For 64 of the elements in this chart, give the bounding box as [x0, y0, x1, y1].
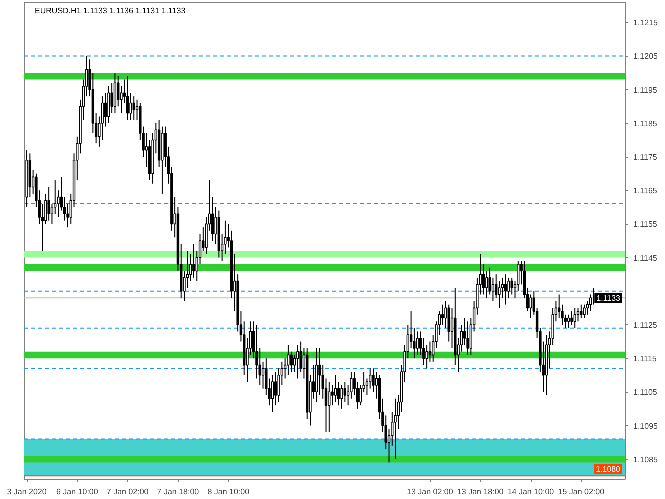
candlestick [570, 311, 574, 326]
candlestick [318, 348, 322, 396]
text: EURUSD.H1 1.1133 1.1136 1.1131 1.1133 [35, 6, 186, 16]
candlestick [394, 398, 397, 460]
y-tick-label: 1.1095 [634, 422, 659, 431]
candlestick [510, 277, 514, 296]
ref-line-label: 1.1133 [596, 294, 622, 304]
y-tick-label: 1.1085 [634, 455, 659, 464]
candlestick [428, 341, 432, 362]
candlestick [110, 82, 114, 114]
x-tick-label: 6 Jan 10:00 [56, 488, 99, 496]
y-tick-label: 1.1125 [634, 320, 658, 330]
candlestick [444, 300, 448, 329]
candlestick [192, 244, 196, 278]
candlestick [328, 382, 331, 433]
y-tick-label: 1.1195 [634, 86, 658, 95]
candlestick [504, 274, 508, 306]
candlestick [287, 344, 290, 376]
candlestick [530, 294, 532, 319]
candlestick [466, 321, 470, 356]
candlestick [492, 277, 495, 302]
y-tick-label: 1.1205 [634, 52, 659, 62]
candlestick [271, 374, 274, 413]
candlestick [296, 344, 300, 380]
x-tick-label: 15 Jan 02:00 [558, 488, 606, 496]
y-tick-label: 1.1165 [634, 186, 658, 196]
y-tick-label: 1.1145 [634, 254, 658, 263]
y-tick-label: 1.1175 [634, 153, 658, 162]
x-tick-label: 13 Jan 02:00 [407, 488, 454, 496]
y-tick-label: 1.1115 [634, 354, 658, 364]
x-tick-label: 7 Jan 18:00 [157, 488, 200, 496]
candlestick [262, 361, 265, 390]
candlestick [290, 351, 293, 373]
candlestick [132, 96, 136, 121]
candlestick [580, 304, 583, 319]
candlestick [426, 344, 428, 370]
ref-line-label: 1.1080 [596, 465, 622, 474]
candlestick [574, 308, 576, 329]
x-tick-label: 8 Jan 10:00 [208, 488, 250, 496]
candlestick [48, 186, 50, 222]
candlestick [498, 280, 501, 309]
candlestick [416, 331, 419, 356]
y-tick-label: 1.1215 [634, 18, 659, 28]
y-tick-label: 1.1155 [634, 220, 658, 230]
candlestick [130, 92, 132, 121]
candlestick [567, 314, 570, 329]
x-tick-label: 13 Jan 18:00 [457, 488, 504, 496]
candlestick [108, 86, 110, 124]
candlestick [114, 72, 117, 114]
x-tick-label: 14 Jan 10:00 [508, 488, 555, 496]
x-tick-label: 3 Jan 2020 [7, 488, 48, 496]
candlestick [274, 372, 278, 406]
candlestick [334, 374, 338, 403]
candlestick [583, 304, 586, 319]
candlestick [441, 304, 444, 326]
candlestick [331, 384, 334, 406]
candlestick [126, 76, 130, 121]
candlestick [486, 270, 488, 299]
candlestick [340, 384, 344, 410]
candlestick [104, 92, 108, 128]
y-tick-label: 1.1105 [634, 388, 658, 398]
x-tick-label: 7 Jan 02:00 [106, 488, 150, 496]
y-tick-label: 1.1185 [634, 119, 658, 128]
candlestick [344, 382, 347, 403]
